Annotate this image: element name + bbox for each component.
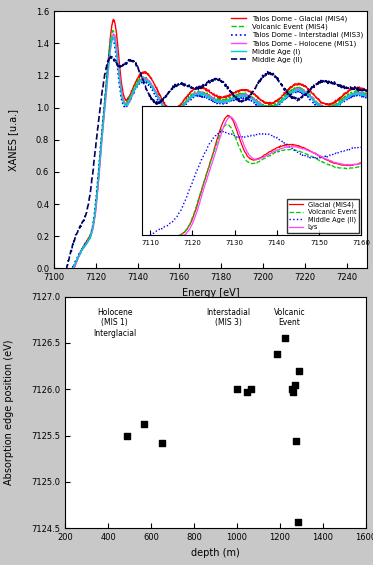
Point	[289, 385, 295, 394]
X-axis label: depth (m): depth (m)	[191, 547, 240, 558]
Text: Interstadial
(MIS 3): Interstadial (MIS 3)	[206, 308, 250, 327]
Point	[292, 380, 298, 389]
Point	[248, 385, 254, 394]
Text: Volcanic
Event: Volcanic Event	[273, 308, 305, 327]
Point	[297, 366, 303, 375]
X-axis label: Energy [eV]: Energy [eV]	[182, 288, 239, 298]
Legend: Talos Dome - Glacial (MIS4), Volcanic Event (MIS4), Talos Dome - Interstadial (M: Talos Dome - Glacial (MIS4), Volcanic Ev…	[228, 12, 366, 66]
Point	[290, 388, 296, 397]
Point	[273, 350, 279, 359]
Point	[141, 420, 147, 429]
Point	[234, 385, 240, 394]
Point	[295, 518, 301, 527]
Point	[244, 388, 250, 397]
Point	[159, 438, 165, 447]
Y-axis label: XANES [u.a.]: XANES [u.a.]	[8, 109, 18, 171]
Point	[294, 437, 300, 446]
Point	[125, 431, 131, 440]
Point	[282, 334, 288, 343]
Text: Holocene
(MIS 1)
Interglacial: Holocene (MIS 1) Interglacial	[93, 308, 136, 337]
Y-axis label: Absorption edge position (eV): Absorption edge position (eV)	[4, 340, 14, 485]
